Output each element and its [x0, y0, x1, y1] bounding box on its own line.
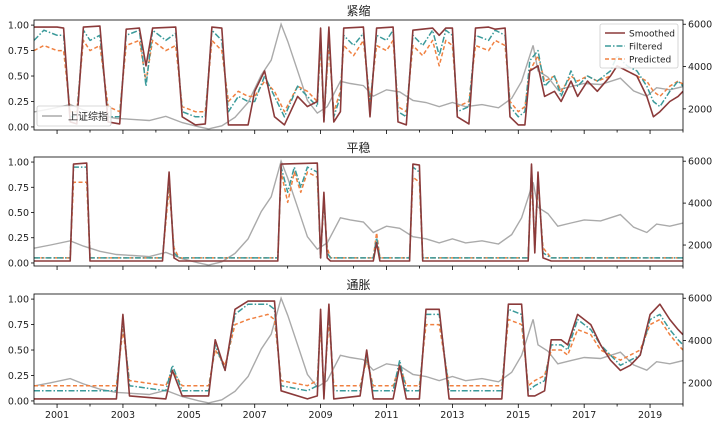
x-tick-label: 2013 [440, 410, 464, 421]
legend-right: Smoothed Filtered Predicted [599, 23, 679, 69]
y-tick-label: 0.75 [8, 183, 29, 194]
legend-box [599, 23, 679, 69]
panel-title: 紧缩 [346, 3, 370, 18]
legend-box [36, 105, 112, 127]
plot-area [34, 158, 683, 266]
y-tick-label: 0.00 [8, 258, 29, 269]
y-tick-label: 0.25 [8, 97, 29, 108]
x-tick-label: 2015 [506, 410, 530, 421]
y-tick-label: 0.00 [8, 122, 29, 133]
x-tick-label: 2005 [177, 410, 201, 421]
y-tick-label: 0.75 [8, 46, 29, 57]
y2-tick-label: 2000 [688, 241, 712, 252]
y2-tick-label: 4000 [688, 199, 712, 210]
x-tick-label: 2017 [572, 410, 596, 421]
axes-frame [33, 156, 684, 267]
series-filtered-line [34, 303, 683, 397]
axes-frame [33, 293, 684, 405]
y-tick-label: 1.00 [8, 295, 29, 306]
plot-area [34, 295, 683, 404]
y2-tick-label: 6000 [688, 20, 712, 31]
y2-tick-label: 4000 [688, 62, 712, 73]
panel-title: 通胀 [346, 278, 370, 292]
series-filtered-line [34, 166, 683, 259]
x-tick-label: 2003 [111, 410, 135, 421]
legend-label-predicted: Predicted [629, 56, 671, 66]
panel-1: 紧缩 0.00 0.25 0.50 0.75 1.00 2000 4000 6000 Smooth… [8, 3, 712, 134]
x-tick-label: 2019 [638, 410, 662, 421]
series-predicted-line [34, 313, 683, 392]
x-tick-label: 2011 [374, 410, 398, 421]
series-smoothed-line [34, 25, 683, 126]
y2-tick-label: 4000 [688, 336, 712, 347]
y-tick-label: 0.00 [8, 396, 29, 407]
plot-area [34, 21, 683, 130]
series-index-line [34, 295, 683, 404]
y-tick-label: 1.00 [8, 21, 29, 32]
panel-title: 平稳 [346, 140, 370, 155]
y2-tick-label: 6000 [688, 294, 712, 305]
series-index-line [34, 158, 683, 266]
series-smoothed-line [34, 162, 683, 262]
y-tick-label: 0.25 [8, 233, 29, 244]
legend-label-smoothed: Smoothed [629, 30, 675, 40]
y-tick-label: 0.25 [8, 371, 29, 382]
y-tick-label: 0.50 [8, 346, 29, 357]
panel-2: 平稳 0.00 0.25 0.50 0.75 1.00 2000 4000 6000 [8, 140, 712, 270]
x-tick-label: 2007 [243, 410, 267, 421]
series-smoothed-line [34, 300, 683, 400]
legend-label-index: 上证综指 [68, 110, 108, 123]
axes-frame [33, 19, 684, 131]
y-tick-label: 1.00 [8, 158, 29, 169]
series-predicted-line [34, 171, 683, 259]
x-tick-label: 2009 [309, 410, 333, 421]
x-tick-label: 2001 [45, 410, 69, 421]
legend-left: 上证综指 [36, 105, 112, 127]
y-tick-label: 0.50 [8, 208, 29, 219]
y2-tick-label: 2000 [688, 104, 712, 115]
y2-tick-label: 2000 [688, 378, 712, 389]
y-tick-label: 0.75 [8, 320, 29, 331]
legend-label-filtered: Filtered [629, 43, 662, 53]
panel-3: 通胀 0.00 0.25 0.50 0.75 1.00 2000 4000 6000 2001 20… [8, 278, 712, 421]
y-tick-label: 0.50 [8, 72, 29, 83]
y2-tick-label: 6000 [688, 157, 712, 168]
